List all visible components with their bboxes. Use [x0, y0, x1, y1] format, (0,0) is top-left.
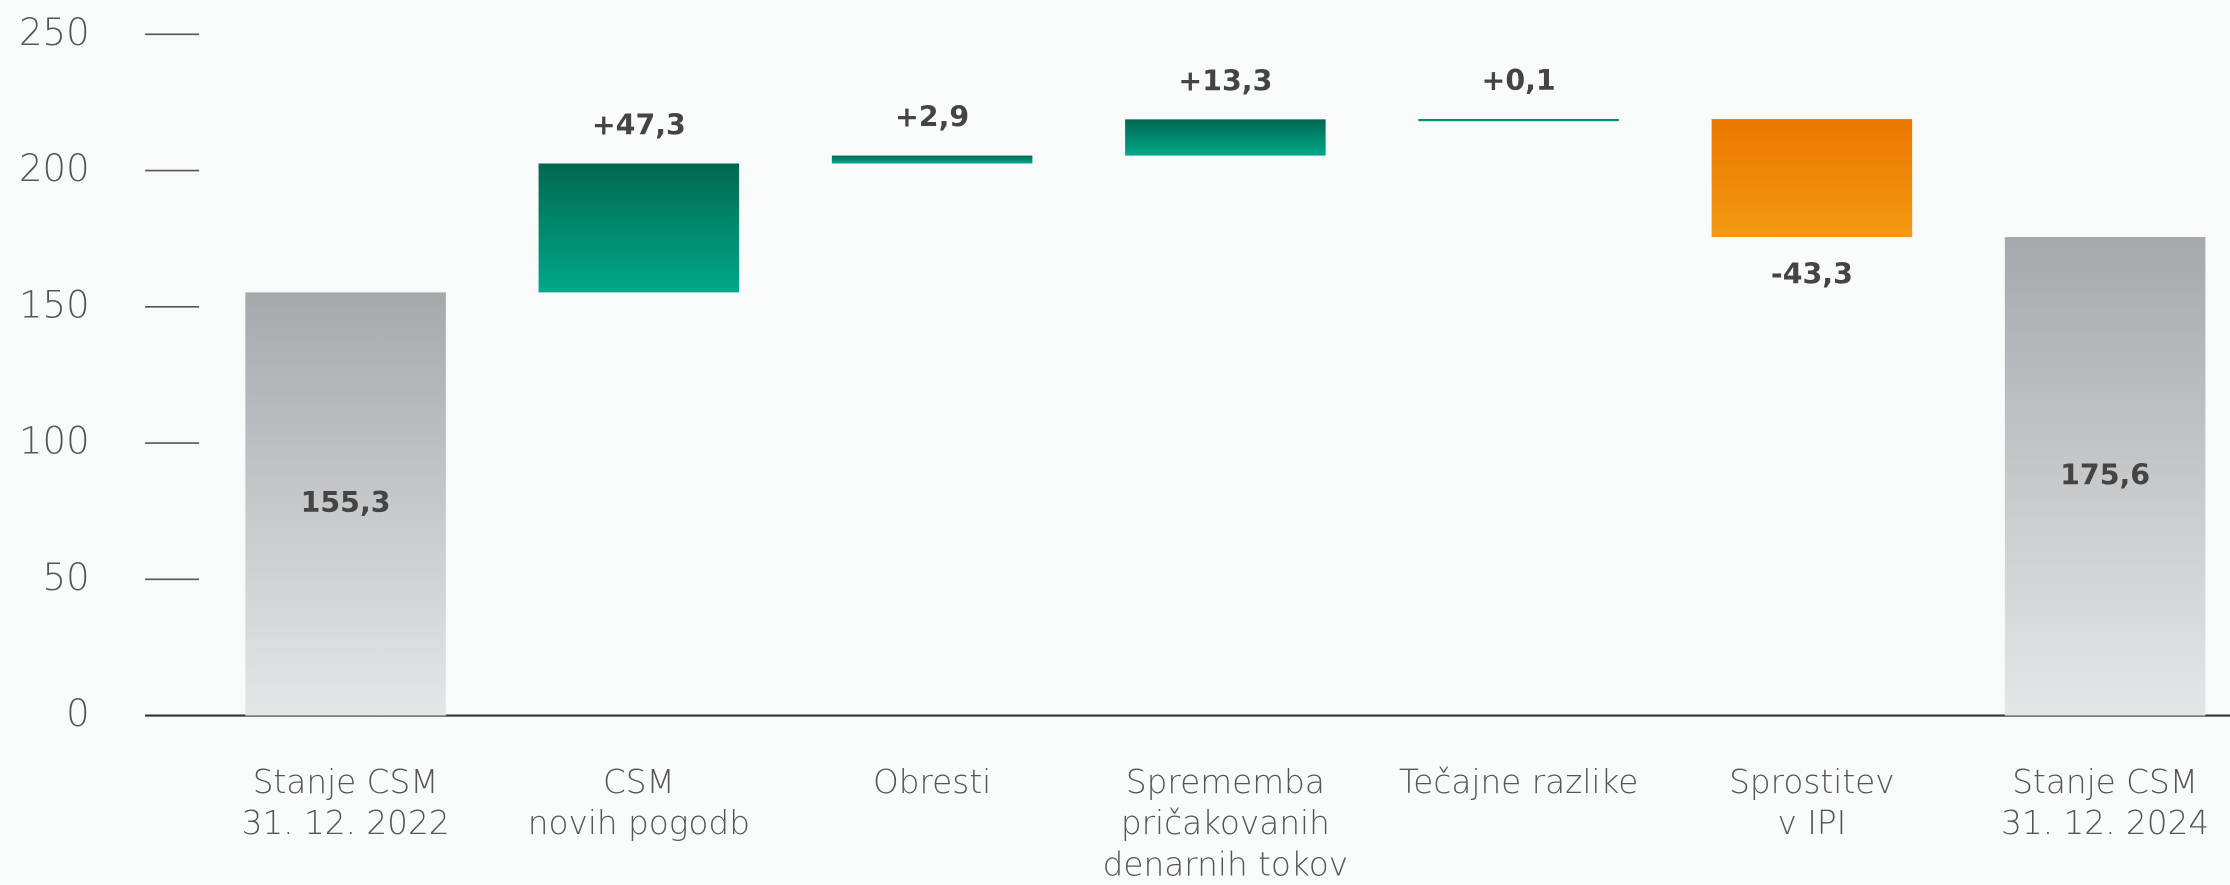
y-tick-label: 200: [19, 147, 90, 190]
x-tick-label-line: 31. 12. 2024: [2001, 804, 2209, 842]
value-label: +0,1: [1482, 64, 1556, 97]
x-tick-label: Stanje CSM 31. 12. 2024: [2001, 763, 2209, 842]
x-tick-label: Obresti: [873, 763, 991, 801]
x-tick-label-line: pričakovanih: [1121, 804, 1330, 842]
x-tick-label-line: Stanje CSM: [253, 763, 439, 801]
bar: [1125, 119, 1326, 156]
value-label: 155,3: [301, 486, 391, 519]
value-label: +2,9: [895, 101, 969, 134]
x-tick-label: Sprememba pričakovanih denarnih tokov: [1103, 763, 1348, 883]
value-label: +47,3: [592, 109, 686, 142]
bar: [1418, 119, 1619, 122]
y-tick-label: 50: [43, 556, 90, 599]
y-tick-label: 100: [19, 420, 90, 463]
x-tick-label: Tečajne razlike: [1399, 763, 1639, 801]
x-tick-label-line: 31. 12. 2022: [242, 804, 450, 842]
x-tick-label-line: Sprememba: [1126, 763, 1325, 801]
bar: [831, 155, 1033, 164]
bar: [1711, 119, 1913, 238]
x-tick-label-line: Obresti: [873, 763, 991, 801]
y-tick-label: 250: [19, 11, 90, 54]
x-tick-label-line: Stanje CSM: [2012, 763, 2198, 801]
x-tick-label-line: Sprostitev: [1729, 763, 1895, 801]
bar: [2004, 237, 2206, 716]
bar: [245, 292, 446, 716]
x-tick-label: CSM novih pogodb: [528, 763, 750, 842]
x-tick-label-line: Tečajne razlike: [1399, 763, 1639, 801]
x-tick-label-line: v IPI: [1777, 804, 1846, 842]
y-tick-label: 0: [66, 692, 90, 735]
value-label: -43,3: [1771, 257, 1853, 290]
x-tick-label-line: denarnih tokov: [1103, 845, 1348, 883]
x-tick-label: Sprostitev v IPI: [1729, 763, 1895, 842]
x-tick-label-line: CSM: [603, 763, 675, 801]
value-label: +13,3: [1178, 64, 1272, 97]
x-tick-label-line: novih pogodb: [528, 804, 750, 842]
value-label: 175,6: [2060, 458, 2150, 491]
y-tick-label: 150: [19, 283, 90, 326]
x-tick-label: Stanje CSM 31. 12. 2022: [242, 763, 450, 842]
bar: [538, 163, 740, 293]
